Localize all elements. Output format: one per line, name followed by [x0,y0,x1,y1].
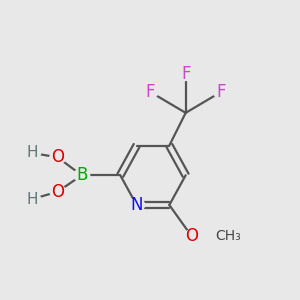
Text: CH₃: CH₃ [215,229,241,243]
Text: H: H [27,146,38,160]
Ellipse shape [50,151,66,164]
Ellipse shape [213,86,230,98]
Ellipse shape [178,68,194,80]
Text: H: H [27,191,38,206]
Ellipse shape [74,169,90,182]
Ellipse shape [207,230,223,242]
Ellipse shape [129,199,145,211]
Text: O: O [185,227,198,245]
Ellipse shape [50,185,66,198]
Text: B: B [76,166,87,184]
Ellipse shape [25,147,40,159]
Text: O: O [51,148,64,166]
Text: F: F [217,83,226,101]
Ellipse shape [25,193,40,205]
Text: N: N [130,196,143,214]
Text: F: F [181,65,190,83]
Text: O: O [51,183,64,201]
Text: F: F [145,83,155,101]
Ellipse shape [184,230,200,242]
Ellipse shape [142,86,158,98]
